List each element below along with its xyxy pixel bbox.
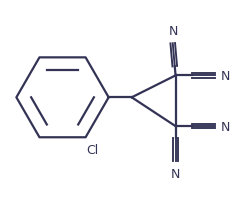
Text: N: N: [169, 25, 178, 38]
Text: N: N: [171, 167, 180, 180]
Text: N: N: [221, 120, 231, 133]
Text: Cl: Cl: [86, 143, 99, 156]
Text: N: N: [221, 70, 231, 82]
